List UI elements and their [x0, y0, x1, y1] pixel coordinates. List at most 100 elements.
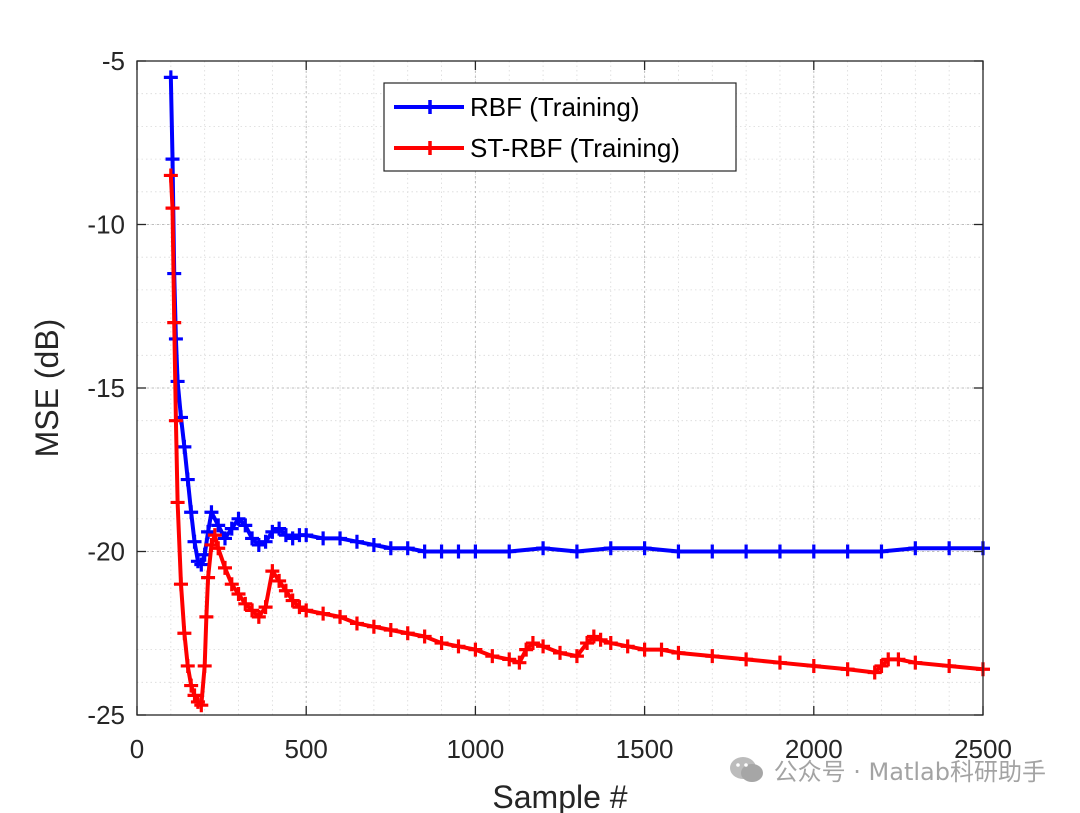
data-point	[187, 534, 202, 549]
data-point	[238, 518, 253, 533]
y-tick-label: -20	[87, 537, 125, 567]
data-point	[272, 573, 287, 588]
data-point	[197, 658, 212, 673]
y-tick-label: -10	[87, 210, 125, 240]
data-point	[580, 636, 595, 651]
ticks	[136, 60, 984, 716]
data-point	[840, 662, 855, 677]
legend-label-st-rbf: ST-RBF (Training)	[470, 133, 680, 163]
y-tick-label: -15	[87, 373, 125, 403]
data-point	[245, 531, 260, 546]
data-point	[417, 629, 432, 644]
legend: RBF (Training) ST-RBF (Training)	[383, 82, 737, 172]
data-point	[204, 505, 219, 520]
data-point	[383, 622, 398, 637]
data-point	[167, 315, 182, 330]
data-point	[217, 531, 232, 546]
data-point	[569, 544, 584, 559]
data-point	[874, 658, 889, 673]
data-point	[603, 541, 618, 556]
data-point	[316, 606, 331, 621]
watermark-text: 公众号 · Matlab科研助手	[773, 758, 1046, 786]
data-point	[942, 541, 957, 556]
series-st-rbf-training	[163, 168, 990, 713]
data-point	[451, 639, 466, 654]
data-point	[184, 505, 199, 520]
data-point	[211, 541, 226, 556]
data-point	[184, 678, 199, 693]
data-point	[177, 439, 192, 454]
data-point	[705, 544, 720, 559]
y-tick-label: -25	[87, 700, 125, 730]
data-point	[485, 649, 500, 664]
data-point	[207, 528, 222, 543]
data-point	[173, 577, 188, 592]
data-point	[772, 544, 787, 559]
data-point	[170, 374, 185, 389]
data-point	[194, 698, 209, 713]
data-point	[654, 642, 669, 657]
x-tick-label: 1500	[616, 734, 674, 764]
data-point	[908, 541, 923, 556]
data-point	[383, 541, 398, 556]
data-point	[168, 413, 183, 428]
series-layer	[163, 70, 990, 713]
data-point	[434, 636, 449, 651]
legend-marker-rbf	[423, 100, 437, 114]
data-point	[806, 544, 821, 559]
data-point	[224, 521, 239, 536]
data-point	[620, 639, 635, 654]
x-tick-label: 1000	[446, 734, 504, 764]
data-point	[211, 518, 226, 533]
data-point	[285, 593, 300, 608]
data-point	[942, 658, 957, 673]
data-point	[502, 652, 517, 667]
data-point	[366, 537, 381, 552]
x-tick-label: 2500	[954, 734, 1012, 764]
data-point	[468, 642, 483, 657]
data-point	[333, 609, 348, 624]
data-point	[299, 528, 314, 543]
data-point	[165, 152, 180, 167]
data-point	[512, 655, 527, 670]
wechat-icon	[729, 756, 763, 782]
legend-label-rbf: RBF (Training)	[470, 92, 640, 122]
data-point	[451, 544, 466, 559]
data-point	[163, 168, 178, 183]
data-point	[874, 544, 889, 559]
data-point	[637, 642, 652, 657]
data-point	[316, 531, 331, 546]
data-point	[593, 632, 608, 647]
data-point	[536, 541, 551, 556]
data-point	[258, 534, 273, 549]
data-point	[671, 645, 686, 660]
data-point	[553, 645, 567, 660]
data-point	[238, 596, 253, 611]
y-tick-label: -5	[102, 46, 125, 76]
tick-labels: 0 500 1000 1500 2000 2500 -25 -20 -15 -10 -5	[87, 46, 1012, 764]
data-point	[400, 626, 415, 641]
y-axis-label: MSE (dB)	[29, 319, 65, 458]
data-point	[231, 511, 246, 526]
data-point	[224, 577, 239, 592]
data-point	[502, 544, 517, 559]
data-point	[180, 658, 195, 673]
x-tick-label: 500	[285, 734, 328, 764]
data-point	[349, 534, 364, 549]
data-point	[705, 649, 720, 664]
data-point	[806, 658, 821, 673]
data-point	[366, 619, 381, 634]
data-point	[468, 544, 483, 559]
data-point	[908, 655, 923, 670]
data-point	[201, 570, 216, 585]
legend-box	[383, 82, 737, 172]
data-point	[536, 639, 551, 654]
data-point	[569, 649, 584, 664]
data-point	[251, 609, 266, 624]
data-point	[333, 531, 348, 546]
data-point	[840, 544, 855, 559]
data-point	[177, 626, 192, 641]
series-markers-st-rbf-training	[163, 168, 990, 713]
